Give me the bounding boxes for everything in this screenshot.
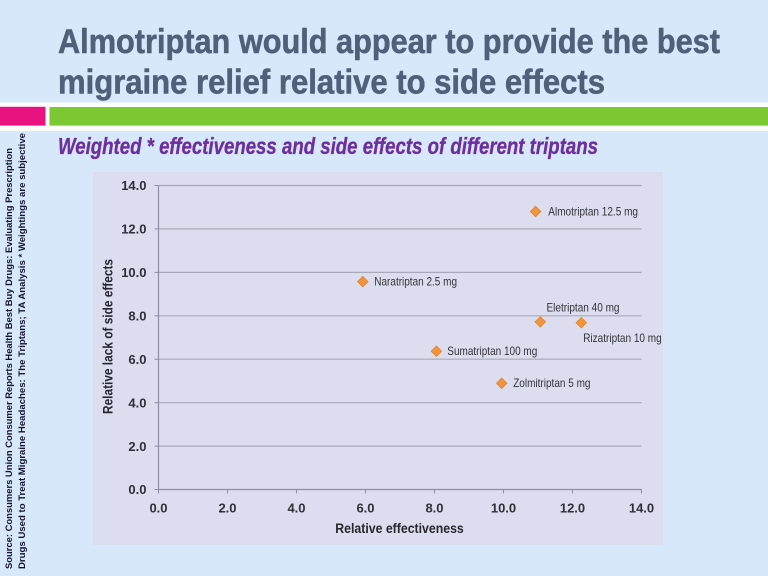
svg-text:14.0: 14.0 <box>121 178 146 193</box>
svg-text:10.0: 10.0 <box>491 501 516 516</box>
svg-text:Drugs Used to Treat Migraine H: Drugs Used to Treat Migraine Headaches: … <box>17 133 28 569</box>
svg-text:12.0: 12.0 <box>560 501 585 516</box>
svg-text:Weighted * effectiveness and s: Weighted * effectiveness and side effect… <box>58 133 598 159</box>
svg-text:Naratriptan 2.5 mg: Naratriptan 2.5 mg <box>374 275 457 289</box>
svg-text:Zolmitriptan 5 mg: Zolmitriptan 5 mg <box>513 376 590 390</box>
svg-text:Relative effectiveness: Relative effectiveness <box>335 521 464 536</box>
svg-text:Source: Consumers Union Consum: Source: Consumers Union Consumer Reports… <box>4 148 15 569</box>
svg-text:4.0: 4.0 <box>287 501 305 516</box>
svg-text:6.0: 6.0 <box>128 352 146 367</box>
svg-text:Eletriptan 40 mg: Eletriptan 40 mg <box>547 301 620 315</box>
svg-text:0.0: 0.0 <box>128 482 146 497</box>
svg-text:2.0: 2.0 <box>128 439 146 454</box>
svg-text:Almotriptan 12.5 mg: Almotriptan 12.5 mg <box>548 205 638 219</box>
svg-text:Almotriptan would appear to pr: Almotriptan would appear to provide the … <box>58 23 720 61</box>
svg-text:8.0: 8.0 <box>425 501 443 516</box>
svg-text:Rizatriptan 10 mg: Rizatriptan 10 mg <box>583 331 662 345</box>
svg-text:4.0: 4.0 <box>128 395 146 410</box>
svg-text:2.0: 2.0 <box>218 501 236 516</box>
svg-text:migraine relief relative to si: migraine relief relative to side effects <box>58 63 605 101</box>
svg-text:Relative lack of side effects: Relative lack of side effects <box>101 259 116 414</box>
svg-text:14.0: 14.0 <box>629 501 654 516</box>
svg-text:10.0: 10.0 <box>121 265 146 280</box>
svg-text:Sumatriptan 100 mg: Sumatriptan 100 mg <box>447 344 537 358</box>
svg-text:6.0: 6.0 <box>356 501 374 516</box>
svg-text:8.0: 8.0 <box>128 309 146 324</box>
svg-text:0.0: 0.0 <box>149 501 167 516</box>
svg-text:12.0: 12.0 <box>121 222 146 237</box>
